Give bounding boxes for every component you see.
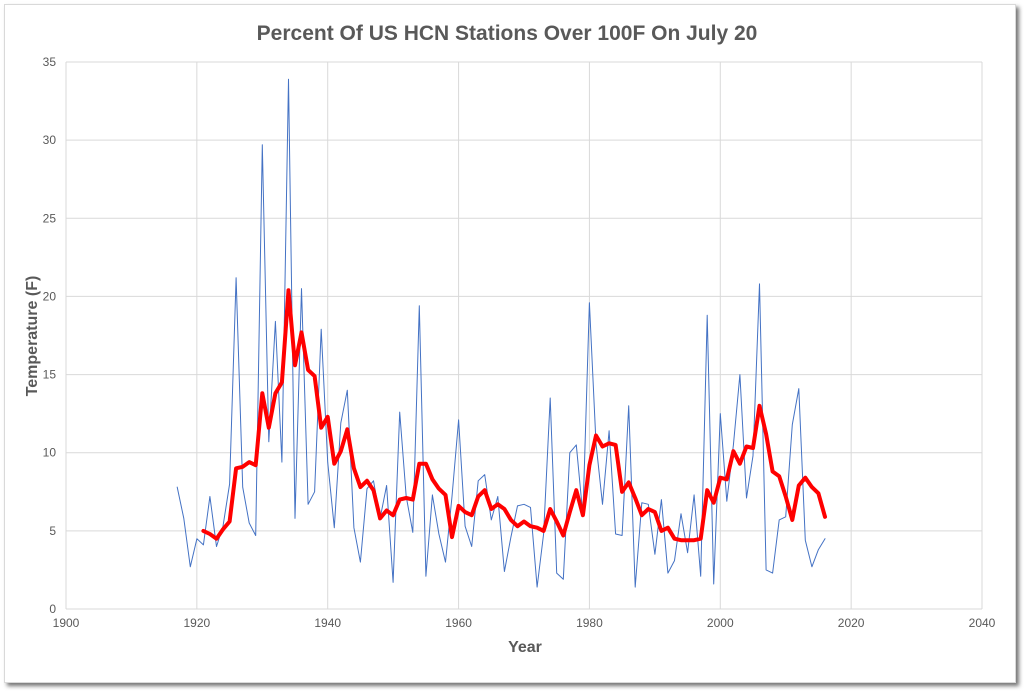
y-tick-label: 35 — [43, 55, 57, 69]
series-group — [176, 78, 827, 588]
x-axis-title: Year — [508, 639, 542, 656]
y-tick-labels: 0 5 10 15 20 25 30 35 — [43, 55, 57, 616]
x-tick-label: 1940 — [314, 616, 341, 630]
chart-frame — [4, 4, 1016, 683]
chart-title: Percent Of US HCN Stations Over 100F On … — [257, 22, 758, 45]
y-tick-label: 5 — [49, 524, 56, 538]
y-tick-label: 25 — [43, 211, 57, 225]
x-tick-label: 1960 — [445, 616, 472, 630]
y-tick-label: 0 — [49, 602, 56, 616]
y-tick-label: 30 — [43, 133, 57, 147]
y-tick-label: 20 — [43, 289, 57, 303]
series-line-annual — [176, 78, 826, 588]
y-tick-label: 15 — [43, 368, 57, 382]
x-tick-labels: 1900 1920 1940 1960 1980 2000 2020 2040 — [53, 616, 996, 630]
x-tick-label: 1920 — [184, 616, 211, 630]
x-tick-label: 2000 — [707, 616, 734, 630]
y-axis-title: Temperature (F) — [24, 276, 41, 397]
y-tick-label: 10 — [43, 446, 57, 460]
x-tick-label: 2020 — [838, 616, 865, 630]
x-tick-label: 1980 — [576, 616, 603, 630]
x-tick-label: 2040 — [969, 616, 996, 630]
gridlines — [65, 61, 983, 610]
series-line-smoothed — [201, 288, 827, 543]
x-tick-label: 1900 — [53, 616, 80, 630]
